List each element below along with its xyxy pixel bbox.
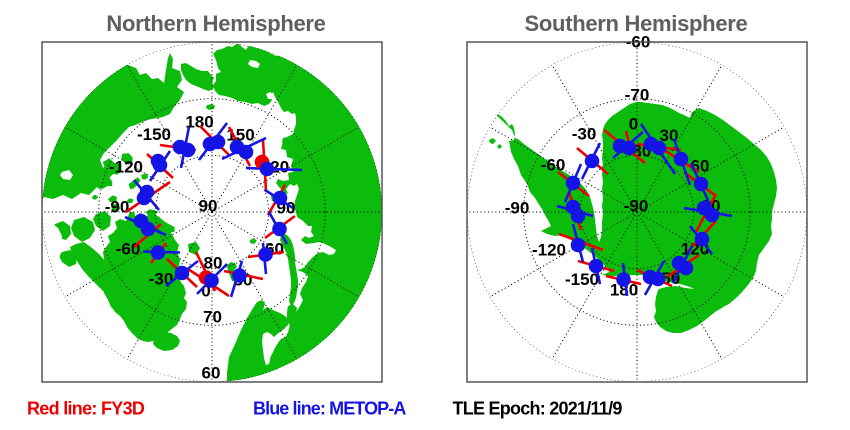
- svg-text:-120: -120: [532, 240, 566, 259]
- svg-text:-30: -30: [572, 124, 597, 143]
- svg-text:Blue line: METOP-A: Blue line: METOP-A: [253, 399, 406, 419]
- svg-text:-60: -60: [541, 155, 566, 174]
- svg-text:-60: -60: [116, 239, 141, 258]
- svg-text:-150: -150: [565, 270, 599, 289]
- svg-text:-30: -30: [149, 269, 174, 288]
- svg-text:180: 180: [610, 280, 638, 299]
- svg-text:0: 0: [201, 281, 210, 300]
- svg-text:-90: -90: [624, 196, 649, 215]
- svg-text:Southern Hemisphere: Southern Hemisphere: [525, 11, 748, 36]
- svg-text:90: 90: [199, 196, 218, 215]
- svg-text:-90: -90: [505, 198, 530, 217]
- svg-text:-90: -90: [105, 197, 130, 216]
- svg-text:-150: -150: [137, 125, 171, 144]
- svg-text:150: 150: [226, 125, 254, 144]
- svg-text:TLE Epoch: 2021/11/9: TLE Epoch: 2021/11/9: [453, 399, 623, 419]
- svg-text:Red line: FY3D: Red line: FY3D: [27, 399, 145, 419]
- svg-text:70: 70: [203, 307, 222, 326]
- svg-text:60: 60: [202, 363, 221, 382]
- svg-text:Northern Hemisphere: Northern Hemisphere: [106, 11, 325, 36]
- svg-text:-70: -70: [625, 85, 650, 104]
- svg-text:-120: -120: [109, 157, 143, 176]
- svg-text:80: 80: [204, 253, 223, 272]
- svg-text:180: 180: [185, 112, 213, 131]
- svg-text:0: 0: [629, 114, 638, 133]
